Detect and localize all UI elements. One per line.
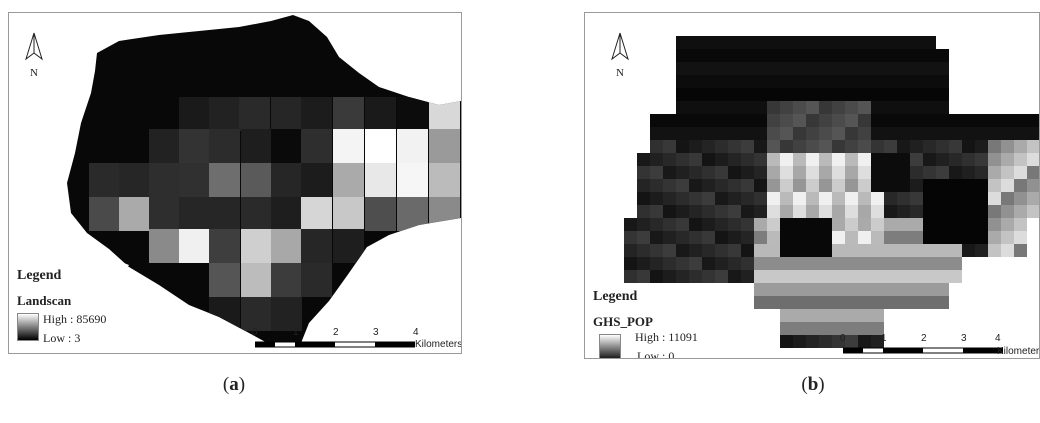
scale-bar	[843, 347, 1003, 354]
scale-tick-1: 1	[293, 327, 299, 338]
scale-tick-0: 0	[252, 327, 258, 338]
landscan-raster-map	[67, 15, 461, 345]
legend-title: Legend	[593, 289, 638, 304]
caption-b: (b)	[801, 374, 825, 395]
scale-tick-3: 3	[373, 327, 379, 338]
legend-high-label: High : 85690	[43, 312, 107, 326]
north-label: N	[30, 67, 38, 79]
map-panel-a: N Legend Landscan High : 85690 Low : 3 0…	[8, 12, 462, 354]
scale-tick-1: 1	[881, 333, 887, 344]
scale-bar	[255, 341, 415, 348]
legend-high-label: High : 11091	[635, 330, 698, 344]
north-label: N	[616, 67, 624, 79]
legend-title: Legend	[17, 268, 62, 283]
legend-color-ramp	[17, 313, 39, 341]
legend-layer-name: Landscan	[17, 293, 72, 308]
legend-low-label: Low : 3	[43, 331, 81, 345]
north-arrow-icon	[25, 32, 43, 61]
ghs-pop-raster-map	[624, 36, 1039, 348]
scale-tick-4: 4	[995, 333, 1001, 344]
map-panel-b: N Legend GHS_POP High : 11091 Low : 0 0 …	[584, 12, 1040, 359]
scale-tick-4: 4	[413, 327, 419, 338]
scale-unit: Kilometers	[997, 346, 1040, 357]
scale-tick-0: 0	[840, 333, 846, 344]
legend-color-ramp	[599, 334, 621, 358]
legend-low-label: Low : 0	[637, 349, 675, 359]
scale-unit: Kilometers	[415, 339, 462, 350]
scale-tick-2: 2	[921, 333, 927, 344]
caption-a: (a)	[222, 374, 246, 395]
legend-layer-name: GHS_POP	[593, 314, 653, 329]
scale-tick-2: 2	[333, 327, 339, 338]
scale-tick-3: 3	[961, 333, 967, 344]
north-arrow-icon	[611, 32, 629, 61]
